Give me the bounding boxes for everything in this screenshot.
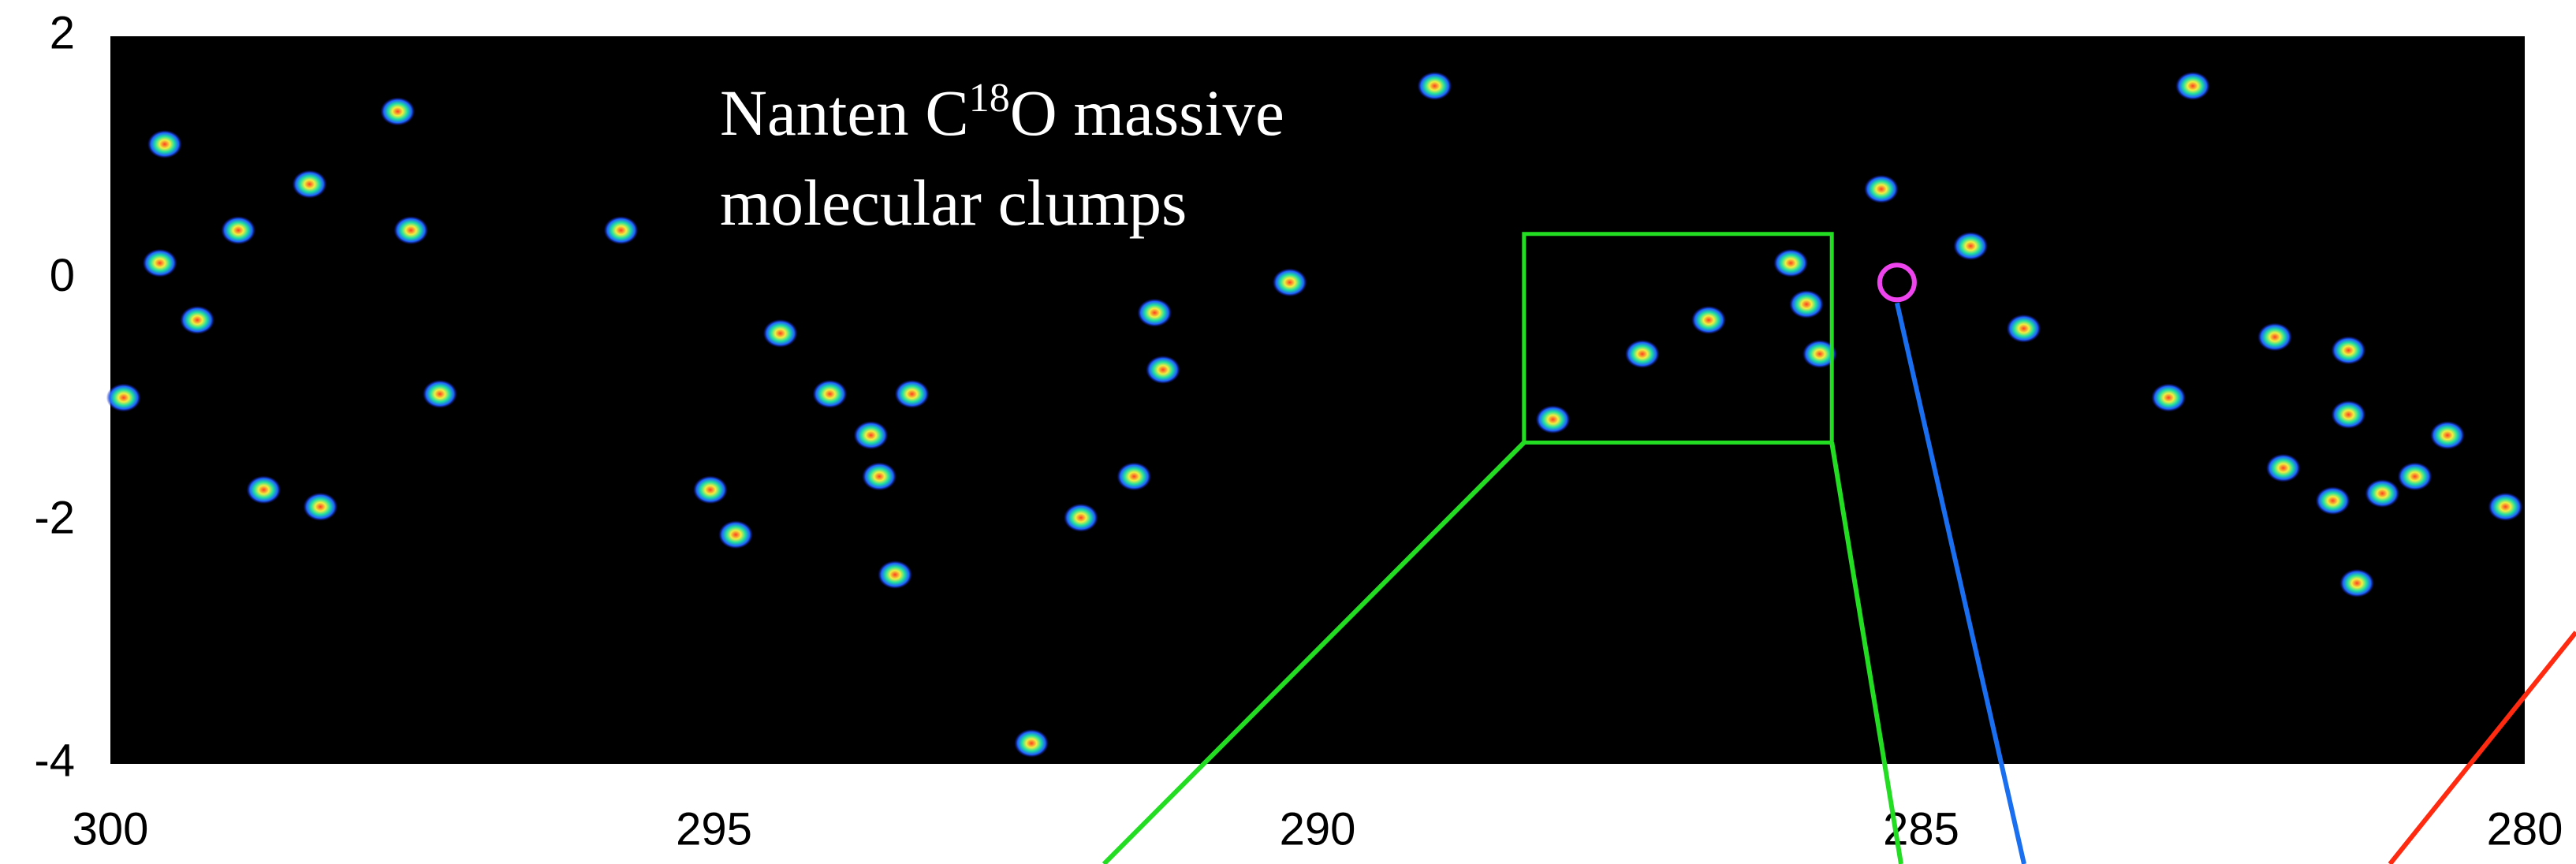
clump — [1146, 356, 1181, 385]
clump — [422, 379, 457, 408]
clump — [718, 520, 754, 549]
clump — [2331, 400, 2366, 429]
clump — [2315, 486, 2350, 516]
clump — [878, 560, 913, 590]
clump — [1535, 405, 1571, 434]
clump — [1117, 462, 1152, 491]
y-tick-label: 2 — [50, 7, 75, 58]
clump — [1063, 503, 1098, 532]
annotation: molecular clumps — [720, 166, 1187, 239]
clump — [142, 248, 177, 277]
y-tick-label: -4 — [34, 735, 75, 786]
clump — [1953, 232, 1989, 261]
clump — [2006, 314, 2041, 343]
connector-line — [1829, 441, 1903, 864]
clump — [147, 129, 182, 158]
clump — [303, 492, 338, 521]
annotation-text: Nanten C — [720, 76, 969, 149]
plot-area — [110, 36, 2525, 764]
clump — [692, 475, 728, 505]
clump — [2265, 453, 2301, 482]
clump — [246, 475, 281, 505]
clump — [2151, 383, 2186, 412]
clump — [106, 383, 141, 412]
clump — [1272, 268, 1307, 297]
y-tick-label: 0 — [50, 250, 75, 301]
clump — [380, 97, 416, 126]
clump — [1863, 174, 1899, 203]
clump — [2430, 421, 2466, 450]
annotation-text: O massive — [1010, 76, 1284, 149]
clump — [393, 216, 429, 245]
clump — [894, 379, 930, 408]
clump — [1417, 72, 1452, 101]
clump — [2339, 568, 2375, 598]
clump — [2397, 462, 2432, 491]
x-tick-label: 290 — [1280, 803, 1356, 855]
connector-line — [1102, 441, 1526, 864]
highlight-box — [1522, 232, 1834, 445]
clump — [2331, 336, 2366, 365]
clump — [853, 421, 889, 450]
clump — [2365, 479, 2400, 508]
clump — [1691, 305, 1727, 334]
x-tick-label: 280 — [2487, 803, 2563, 855]
clump — [2175, 72, 2210, 101]
y-tick-label: -2 — [34, 493, 75, 544]
clump — [1624, 340, 1660, 369]
clump — [862, 462, 897, 491]
x-tick-label: 295 — [676, 803, 752, 855]
annotation: Nanten C18O massive — [720, 76, 1284, 149]
connector-line — [1894, 302, 2026, 864]
x-tick-label: 300 — [73, 803, 149, 855]
clump — [1137, 298, 1172, 327]
clump — [2257, 322, 2293, 352]
clump — [762, 318, 798, 348]
clump — [1789, 289, 1825, 318]
clump — [1773, 248, 1809, 277]
annotation-superscript: 18 — [969, 76, 1010, 121]
clump — [180, 305, 215, 334]
highlight-circle — [1877, 263, 1917, 303]
connector-line — [2388, 631, 2576, 864]
clump — [603, 216, 639, 245]
clump — [2488, 492, 2523, 521]
clump — [1014, 728, 1049, 758]
clump — [812, 379, 848, 408]
clump — [292, 169, 327, 199]
clump — [1802, 340, 1837, 369]
clump — [221, 216, 256, 245]
